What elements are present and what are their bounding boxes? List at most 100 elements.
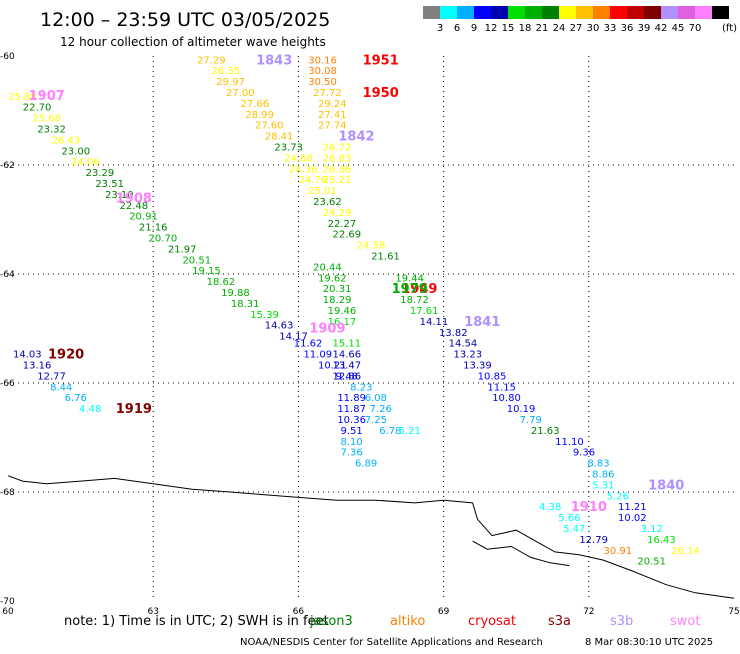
wave-height-value: 14.54 — [449, 339, 478, 350]
footer-timestamp: 8 Mar 08:30:10 UTC 2025 — [585, 637, 713, 648]
wave-height-value: 26.83 — [323, 153, 352, 164]
colorbar-swatch — [440, 6, 457, 19]
wave-height-value: 22.69 — [332, 230, 361, 241]
pass-id-label: 1840 — [648, 478, 684, 493]
x-tick-label: 66 — [293, 607, 305, 617]
colorbar-tick-label: 45 — [672, 23, 685, 34]
wave-height-value: 25.68 — [32, 114, 61, 125]
wave-height-value: 27.66 — [241, 99, 270, 110]
colorbar-tick-label: 24 — [553, 23, 566, 34]
wave-height-value: 8.83 — [587, 459, 609, 470]
wave-height-value: 8.86 — [592, 469, 614, 480]
wave-height-value: 8.44 — [50, 382, 72, 393]
colorbar-swatch — [542, 6, 559, 19]
wave-height-value: 7.25 — [365, 415, 387, 426]
wave-height-value: 20.51 — [182, 255, 211, 266]
wave-height-value: 21.16 — [139, 223, 168, 234]
wave-height-value: 27.72 — [313, 88, 342, 99]
wave-height-value: 23.00 — [61, 146, 90, 157]
wave-height-value: 24.36 — [289, 164, 318, 175]
wave-height-value: 19.88 — [221, 288, 250, 299]
pass-id-label: 1950 — [363, 86, 399, 101]
wave-height-value: 9.36 — [573, 448, 595, 459]
wave-height-value: 15.11 — [332, 339, 361, 350]
wave-height-value: 13.23 — [453, 350, 482, 361]
wave-height-value: 23.62 — [313, 197, 342, 208]
wave-height-value: 21.97 — [168, 244, 197, 255]
colorbar-swatch — [576, 6, 593, 19]
wave-height-value: 11.10 — [555, 437, 584, 448]
wave-height-value: 3.12 — [641, 524, 663, 535]
wave-height-value: 26.35 — [211, 66, 240, 77]
colorbar-tick-label: 70 — [689, 23, 702, 34]
colorbar-swatch — [610, 6, 627, 19]
wave-height-value: 4.38 — [539, 502, 561, 513]
wave-height-value: 4.48 — [79, 404, 101, 415]
wave-height-value: 14.17 — [279, 332, 308, 343]
y-tick-label: -68 — [0, 488, 15, 498]
wave-height-value: 24.68 — [284, 153, 313, 164]
satellite-legend-item: jason3 — [309, 614, 353, 629]
wave-height-value: 24.58 — [357, 241, 386, 252]
wave-height-value: 18.72 — [400, 295, 429, 306]
wave-height-value: 26.86 — [323, 164, 352, 175]
wave-height-value: 20.44 — [313, 262, 342, 273]
wave-height-value: 13.39 — [463, 360, 492, 371]
colorbar-swatch — [491, 6, 508, 19]
wave-height-value: 5.47 — [563, 524, 585, 535]
wave-height-value: 11.89 — [337, 393, 366, 404]
wave-height-value: 17.61 — [410, 306, 439, 317]
wave-height-value: 28.99 — [245, 110, 274, 121]
wave-height-value: 9.48 — [336, 371, 358, 382]
colorbar-tick-label: 30 — [587, 23, 600, 34]
wave-height-value: 23.73 — [274, 142, 303, 153]
wave-height-value: 13.16 — [23, 360, 52, 371]
coastline-inlet-path — [472, 540, 570, 567]
satellite-legend-item: s3a — [548, 614, 571, 629]
wave-height-value: 9.51 — [341, 426, 363, 437]
wave-height-value: 21.61 — [371, 251, 400, 262]
map-frame — [8, 56, 734, 601]
wave-height-value: 7.79 — [520, 415, 542, 426]
wave-height-value: 23.10 — [105, 190, 134, 201]
pass-id-label: 1908 — [116, 192, 152, 207]
satellite-legend-item: s3b — [610, 614, 633, 629]
colorbar-tick-label: 42 — [655, 23, 668, 34]
grid-layer — [8, 56, 734, 601]
colorbar-swatch — [695, 6, 712, 19]
satellite-legend-item: cryosat — [468, 614, 516, 629]
colorbar-unit-label: (ft) — [722, 23, 737, 34]
wave-height-value: 10.80 — [492, 393, 521, 404]
wave-height-value: 23.32 — [37, 124, 66, 135]
wave-height-value: 10.02 — [618, 513, 647, 524]
pass-id-label: 1841 — [464, 315, 500, 330]
wave-height-value: 14.03 — [13, 350, 42, 361]
x-tick-label: 60 — [2, 607, 14, 617]
wave-height-value: 11.87 — [337, 404, 366, 415]
colorbar-legend: 3 6 9 12 15 18 21 24 27 30 33 36 39 42 45 70 — [423, 6, 729, 34]
wave-height-value: 19.15 — [192, 266, 221, 277]
y-tick-label: -62 — [0, 161, 15, 171]
wave-height-value: 8.23 — [350, 382, 372, 393]
coastline-layer — [7, 475, 735, 599]
y-tick-label: -64 — [0, 270, 15, 280]
colorbar-swatch — [593, 6, 610, 19]
axis-ticks: 60 63 66 69 72 75 -60 -62 -64 -66 -68 -70 — [0, 52, 740, 617]
wave-height-value: 10.19 — [507, 404, 536, 415]
colorbar-tick-label: 27 — [570, 23, 583, 34]
wave-height-value: 30.91 — [604, 546, 633, 557]
wave-height-value: 18.29 — [323, 295, 352, 306]
satellite-legend-item: altiko — [390, 614, 425, 629]
wave-height-value: 23.51 — [95, 179, 124, 190]
wave-height-value: 16.17 — [328, 317, 357, 328]
coastline-path — [7, 475, 735, 599]
wave-height-value: 10.21 — [318, 360, 347, 371]
wave-height-values: 25.8822.7025.6823.3226.4323.0024.0623.29… — [8, 55, 700, 567]
pass-id-label: 1909 — [309, 321, 345, 336]
pass-id-label: 1979 — [392, 282, 428, 297]
wave-height-value: 24.76 — [299, 175, 328, 186]
x-tick-label: 63 — [147, 607, 158, 617]
wave-height-value: 29.97 — [216, 77, 245, 88]
y-tick-label: -70 — [0, 597, 15, 607]
wave-height-value: 16.43 — [647, 535, 676, 546]
